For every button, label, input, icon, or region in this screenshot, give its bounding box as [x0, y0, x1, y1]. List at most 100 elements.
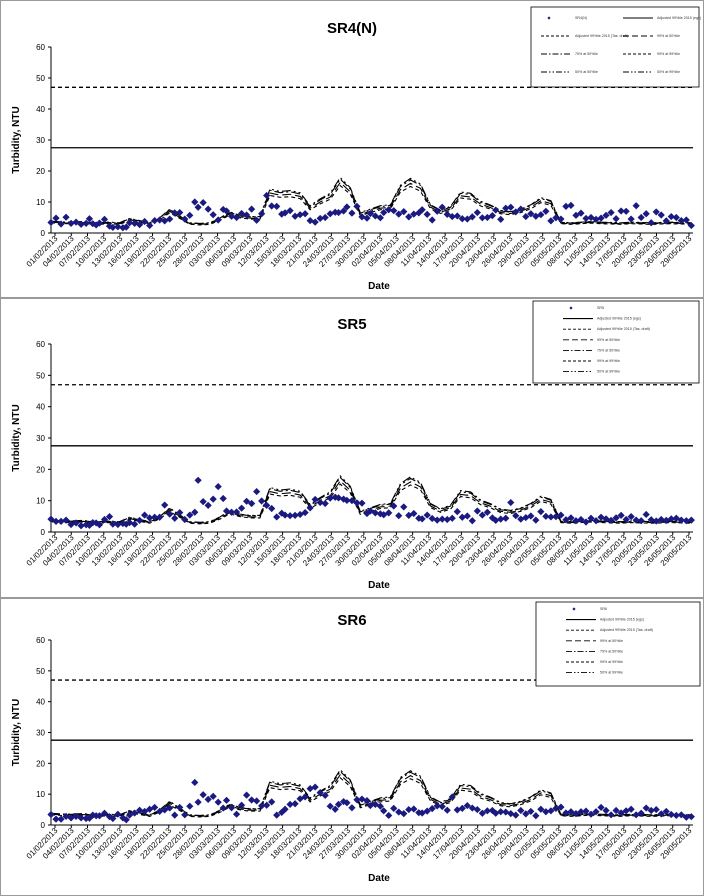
observed-point [248, 205, 256, 213]
observed-point [363, 214, 371, 222]
observed-point [222, 507, 231, 515]
observed-point [171, 209, 179, 217]
observed-point [547, 807, 555, 815]
observed-point [72, 218, 80, 226]
observed-point [642, 510, 650, 519]
observed-point [577, 209, 585, 217]
legend-label: Adjusted 99%ile 2015 (Tas. draft) [575, 34, 628, 38]
observed-point [166, 510, 174, 518]
observed-point [448, 212, 456, 221]
observed-point [577, 515, 585, 524]
observed-point [232, 810, 241, 818]
y-tick-label: 60 [36, 340, 45, 349]
observed-point [627, 215, 635, 223]
y-tick-label: 40 [36, 698, 45, 707]
observed-point [334, 494, 343, 502]
legend-label: SR4(N) [575, 16, 587, 20]
y-tick-label: 30 [36, 729, 45, 738]
observed-point [428, 216, 436, 224]
model-series-line [50, 773, 692, 817]
observed-point [385, 509, 393, 517]
observed-point [453, 212, 461, 220]
legend-label: 50% at 50%ile [575, 70, 598, 74]
y-tick-label: 20 [36, 759, 45, 768]
observed-point [458, 215, 466, 223]
observed-point [343, 203, 351, 211]
legend-marker [547, 16, 551, 20]
observed-point [612, 215, 620, 223]
observed-point [438, 802, 446, 811]
legend-label: 50% at 99%ile [600, 671, 623, 675]
observed-point [214, 798, 222, 806]
observed-point [597, 803, 605, 812]
observed-point [632, 202, 640, 210]
observed-point [348, 804, 356, 812]
legend-label: 99% at 99%ile [657, 52, 680, 56]
observed-point [52, 517, 60, 525]
observed-point [537, 211, 545, 219]
observed-point [395, 210, 403, 218]
legend-label: 50% at 99%ile [597, 370, 620, 374]
legend-box [532, 300, 700, 384]
observed-point [253, 216, 261, 224]
observed-point [592, 215, 600, 223]
observed-point [672, 213, 680, 222]
observed-point [52, 815, 60, 823]
observed-point [478, 214, 486, 222]
observed-point [219, 494, 227, 503]
observed-point [100, 809, 109, 817]
x-axis-label: Date [368, 873, 390, 884]
observed-point [632, 811, 640, 819]
observed-point [468, 213, 476, 221]
observed-point [657, 515, 665, 524]
observed-point [237, 504, 246, 512]
observed-point [194, 203, 202, 211]
observed-point [72, 519, 80, 527]
observed-point [291, 800, 299, 808]
observed-point [617, 207, 625, 215]
observed-point [95, 521, 104, 529]
observed-point [204, 795, 212, 804]
observed-point [199, 199, 207, 207]
observed-point [687, 221, 695, 230]
observed-point [156, 807, 164, 816]
y-tick-label: 0 [41, 528, 46, 537]
observed-point [410, 210, 418, 218]
observed-point [125, 219, 134, 227]
y-axis-label: Turbidity, NTU [11, 106, 22, 173]
observed-point [527, 210, 535, 218]
observed-point [400, 809, 408, 818]
observed-point [47, 218, 55, 227]
observed-point [52, 214, 60, 222]
legend-label: 99% at 99%ile [600, 660, 623, 664]
observed-point [95, 219, 104, 227]
observed-point [194, 476, 202, 484]
observed-point [100, 215, 109, 223]
observed-point [311, 783, 319, 791]
observed-point [191, 508, 199, 516]
observed-point [151, 803, 159, 812]
observed-point [453, 508, 461, 516]
observed-point [463, 512, 471, 520]
observed-point [191, 778, 199, 787]
observed-point [204, 501, 212, 509]
observed-point [114, 223, 122, 231]
observed-point [512, 208, 520, 216]
observed-point [296, 211, 304, 219]
observed-point [682, 216, 690, 224]
observed-point [478, 809, 486, 817]
observed-point [582, 807, 590, 815]
observed-point [400, 208, 408, 216]
observed-point [253, 487, 261, 496]
observed-point [186, 802, 194, 810]
observed-point [209, 792, 217, 800]
observed-point [343, 496, 351, 504]
observed-point [316, 214, 324, 223]
observed-point [552, 513, 560, 521]
observed-point [311, 218, 319, 226]
observed-point [358, 499, 366, 507]
observed-point [363, 797, 371, 805]
observed-point [222, 796, 231, 804]
observed-point [532, 516, 540, 524]
